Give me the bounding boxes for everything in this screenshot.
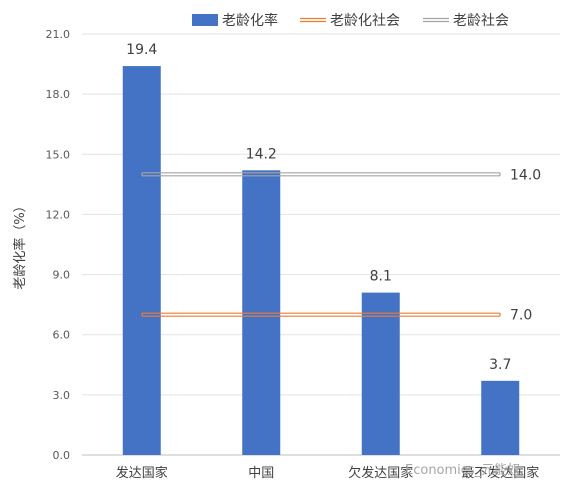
x-category-label: 中国 xyxy=(248,466,274,481)
bar xyxy=(122,66,161,456)
y-axis-label: 老龄化率（%） xyxy=(12,199,28,289)
reference-line-label: 14.0 xyxy=(510,167,541,183)
legend: 老龄化率 老龄化社会 老龄社会 xyxy=(192,12,509,29)
data-label: 14.2 xyxy=(246,146,277,162)
reference-lines: 7.0 14.0 xyxy=(141,167,541,324)
y-axis-ticks: 0.0 3.0 6.0 9.0 12.0 15.0 18.0 21.0 xyxy=(46,28,71,462)
legend-label: 老龄化社会 xyxy=(330,13,400,29)
x-category-label: 欠发达国家 xyxy=(348,465,413,481)
x-category-label: 最不发达国家 xyxy=(461,465,539,481)
reference-line-label: 7.0 xyxy=(510,308,532,324)
y-tick-label: 15.0 xyxy=(46,148,71,161)
y-tick-label: 18.0 xyxy=(46,88,71,101)
y-tick-label: 12.0 xyxy=(46,208,71,221)
y-tick-label: 0.0 xyxy=(53,449,71,462)
x-category-label: 发达国家 xyxy=(116,465,168,481)
y-tick-label: 21.0 xyxy=(46,28,71,41)
gridlines xyxy=(82,33,560,456)
bar-series xyxy=(122,66,520,456)
data-labels: 19.4 14.2 8.1 3.7 xyxy=(126,42,511,373)
bar xyxy=(481,380,520,455)
bar xyxy=(361,292,400,455)
legend-label: 老龄化率 xyxy=(222,12,278,29)
legend-swatch-bar xyxy=(192,14,218,26)
y-tick-label: 6.0 xyxy=(53,329,71,342)
y-tick-label: 9.0 xyxy=(53,269,71,282)
data-label: 19.4 xyxy=(126,42,157,58)
x-axis-categories: 发达国家 中国 欠发达国家 最不发达国家 xyxy=(116,465,540,481)
legend-label: 老龄社会 xyxy=(453,13,509,29)
data-label: 8.1 xyxy=(370,269,392,285)
y-tick-label: 3.0 xyxy=(53,389,71,402)
watermark: Economics_元能奴 xyxy=(405,462,520,478)
data-label: 3.7 xyxy=(489,357,511,373)
